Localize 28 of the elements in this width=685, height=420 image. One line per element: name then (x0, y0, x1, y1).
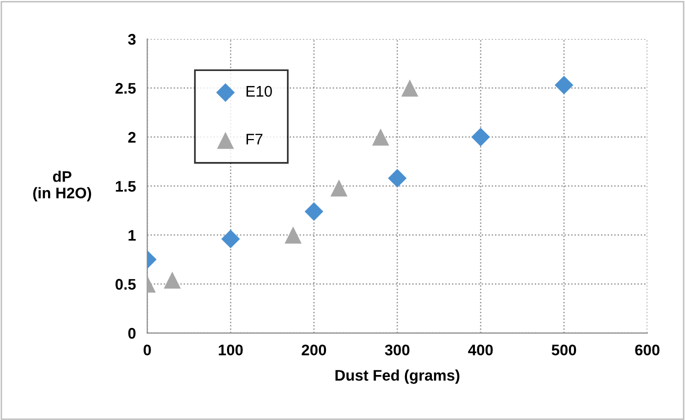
point (284, 226, 302, 244)
x-tick-label: 600 (635, 344, 660, 356)
point (221, 230, 240, 248)
y-tick-label: 2.5 (115, 82, 136, 94)
legend-label: F7 (246, 134, 262, 144)
x-tick-label: 0 (144, 344, 151, 356)
point (554, 76, 574, 94)
point (401, 80, 418, 97)
point (372, 128, 390, 146)
point (330, 180, 348, 197)
y-tick-label: 2 (128, 132, 136, 143)
point (471, 128, 490, 146)
point (164, 272, 181, 289)
x-tick-label: 200 (302, 344, 326, 356)
x-tick-label: 400 (468, 344, 493, 356)
y-tick-label: 0 (128, 328, 136, 339)
y-tick-label: 0.5 (116, 278, 136, 290)
legend-label: E10 (246, 86, 272, 97)
y-tick-label: 3 (128, 34, 136, 45)
y-axis-title: dP (in H2O) (33, 170, 92, 202)
y-tick-label: 1 (128, 230, 136, 241)
y-tick-label: 1.5 (116, 181, 136, 192)
x-tick-label: 100 (218, 344, 243, 356)
point (304, 202, 324, 221)
x-tick-label: 500 (552, 344, 576, 356)
x-axis-title: Dust Fed (grams) (336, 370, 460, 384)
point (388, 168, 407, 188)
x-tick-label: 300 (384, 344, 410, 356)
